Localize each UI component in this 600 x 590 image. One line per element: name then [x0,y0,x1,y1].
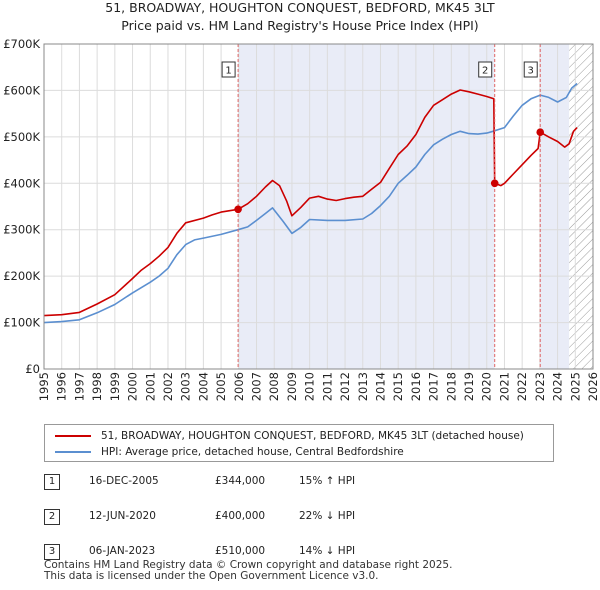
sale-date: 12-JUN-2020 [89,510,156,522]
footer: Contains HM Land Registry data © Crown c… [44,560,452,582]
x-tick-label: 2015 [391,372,405,401]
plot-background [44,44,593,369]
x-tick-label: 2014 [373,372,387,401]
y-tick-label: £100K [3,316,40,330]
x-tick-label: 2019 [462,372,476,401]
sale-label-frame [523,61,538,78]
series-line-hpi [44,82,578,324]
y-tick-label: £300K [3,223,40,237]
sale-number: 2 [44,509,60,525]
sale-price: £510,000 [215,545,266,557]
x-tick-label: 2013 [356,372,370,401]
x-tick-label: 2005 [214,372,228,401]
x-tick-label: 2000 [126,372,140,401]
x-tick-label: 2010 [303,372,317,401]
x-tick-label: 2012 [338,372,352,401]
x-tick-label: 2018 [444,372,458,401]
sale-price: £344,000 [215,475,266,487]
x-tick-label: 1997 [72,372,86,401]
series-line-property [44,89,578,317]
sale-date: 06-JAN-2023 [89,545,156,557]
x-tick-label: 2016 [409,372,423,401]
sale-date: 16-DEC-2005 [89,475,159,487]
x-tick-label: 2022 [515,372,529,401]
x-tick-label: 2020 [480,372,494,401]
x-tick-label: 2026 [586,372,600,401]
shaded-period [238,44,495,369]
sale-label-text: 2 [482,66,488,77]
x-tick-label: 2004 [196,372,210,401]
legend-swatch-hpi [55,451,91,453]
x-tick-label: 2024 [551,372,565,401]
forecast-hatch [569,44,593,369]
sale-point [536,128,545,137]
sale-label-text: 3 [528,66,534,77]
footer-line-2: This data is licensed under the Open Gov… [44,570,379,582]
sale-number: 1 [44,474,60,490]
chart-subtitle: Price paid vs. HM Land Registry's House … [121,18,478,33]
y-tick-label: £700K [3,37,40,51]
sale-hpi-diff: 14% ↓ HPI [299,545,356,557]
x-tick-label: 2008 [267,372,281,401]
sale-hpi-diff: 15% ↑ HPI [299,475,356,487]
x-tick-label: 2001 [143,372,157,401]
y-tick-label: £500K [3,130,40,144]
sale-label-box: 2 [478,61,493,78]
x-tick-label: 1999 [108,372,122,401]
legend-label-property: 51, BROADWAY, HOUGHTON CONQUEST, BEDFORD… [101,430,524,442]
sale-point [234,205,242,214]
x-tick-label: 1998 [90,372,104,401]
y-tick-label: £600K [3,83,40,97]
sale-hpi-diff: 22% ↓ HPI [299,510,356,522]
y-tick-label: £0 [25,362,40,376]
x-tick-label: 1995 [37,372,51,401]
sale-label-text: 1 [225,66,231,77]
y-tick-label: £200K [3,269,40,283]
x-tick-label: 1996 [55,372,69,401]
sale-row: 3 06-JAN-2023 £510,000 14% ↓ HPI [44,540,464,566]
footer-line-1: Contains HM Land Registry data © Crown c… [44,559,453,571]
x-tick-label: 2025 [568,372,582,401]
sale-price: £400,000 [215,510,266,522]
sale-label-box: 3 [523,61,538,78]
x-tick-label: 2007 [250,372,264,401]
y-tick-label: £400K [3,176,40,190]
x-tick-label: 2017 [427,372,441,401]
sale-label-box: 1 [221,61,236,78]
plot-border [43,43,594,370]
sale-point [490,179,499,188]
legend-swatch-property [55,435,91,437]
series-layer [44,82,578,324]
annotation-layer: 1 2 3 [221,44,545,369]
x-tick-label: 2021 [497,372,511,401]
price-chart: 51, BROADWAY, HOUGHTON CONQUEST, BEDFORD… [3,0,600,401]
legend: 51, BROADWAY, HOUGHTON CONQUEST, BEDFORD… [44,424,554,462]
chart-title: 51, BROADWAY, HOUGHTON CONQUEST, BEDFORD… [105,0,495,15]
sale-row: 1 16-DEC-2005 £344,000 15% ↑ HPI [44,470,464,496]
sale-label-frame [221,61,236,78]
x-tick-label: 2011 [320,372,334,401]
sale-number: 3 [44,544,60,560]
shaded-period [540,44,570,369]
x-tick-label: 2003 [179,372,193,401]
sales-table: 1 16-DEC-2005 £344,000 15% ↑ HPI 2 12-JU… [44,470,464,566]
x-tick-label: 2006 [232,372,246,401]
sale-row: 2 12-JUN-2020 £400,000 22% ↓ HPI [44,505,464,531]
sale-label-frame [478,61,493,78]
grid-lines [43,43,594,370]
x-tick-label: 2002 [161,372,175,401]
axis-layer: £0 £100K £200K £300K £400K £500K £600K £700K 199… [3,37,600,401]
legend-label-hpi: HPI: Average price, detached house, Cent… [101,446,404,458]
x-tick-label: 2009 [285,372,299,401]
x-tick-label: 2023 [533,372,547,401]
